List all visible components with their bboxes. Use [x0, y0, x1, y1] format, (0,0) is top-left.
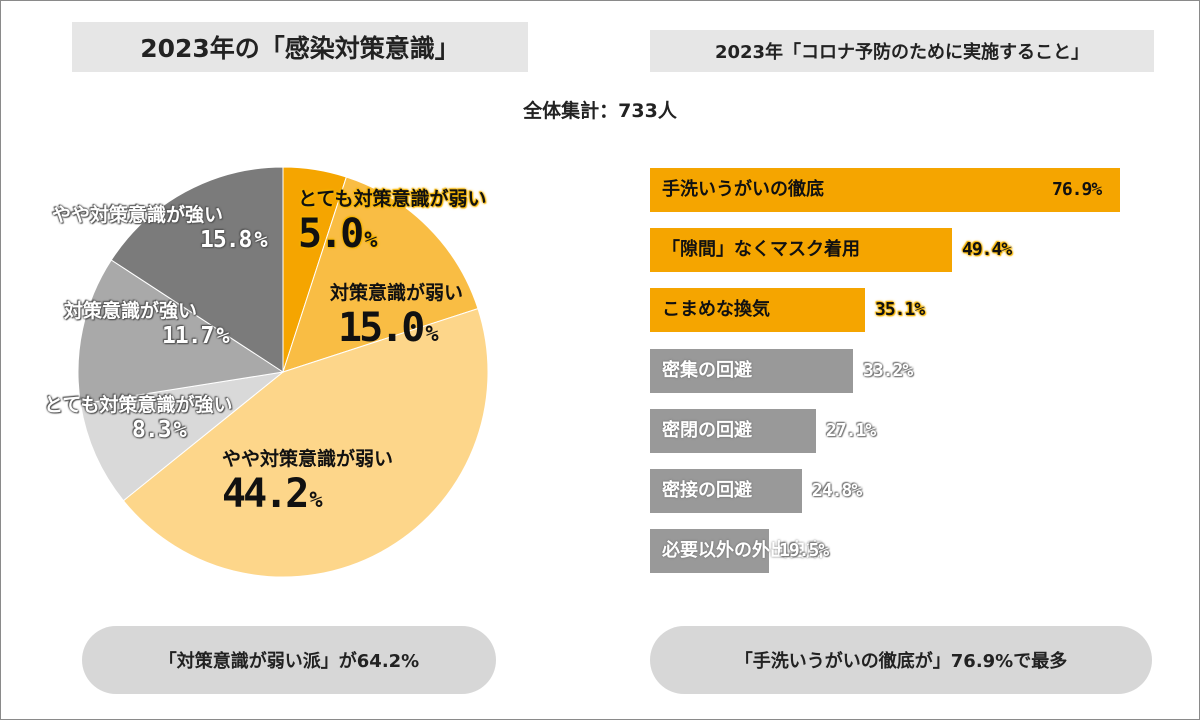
bar-1: [650, 228, 952, 272]
pie-slice-4: [77, 259, 285, 405]
pie-label-value: 5.0%: [298, 211, 378, 257]
bar-3: [650, 349, 853, 393]
bar-6: [650, 529, 769, 573]
pie-label-value: 11.7%: [162, 323, 230, 349]
bar-value-label: 24.8%: [812, 480, 862, 501]
pie-label-name: とても対策意識が強い: [44, 394, 233, 416]
pie-label-value: 15.0%: [338, 305, 439, 351]
pie-label-weak: 対策意識が弱い 15.0%: [330, 278, 463, 351]
pie-label-slightly-weak: やや対策意識が弱い 44.2%: [222, 444, 393, 517]
pie-label-name: やや対策意識が強い: [52, 204, 224, 226]
pie-label-strong: 対策意識が強い 11.7%: [64, 296, 230, 349]
pie-slice-1: [282, 176, 479, 373]
bar-category-label: 密接の回避: [662, 480, 752, 501]
bar-2: [650, 288, 865, 332]
pie-label-slightly-strong: やや対策意識が強い 15.8%: [52, 200, 268, 253]
summary-pill-right: 「手洗いうがいの徹底が」76.9%で最多: [650, 626, 1152, 694]
pie-label-name: やや対策意識が弱い: [222, 448, 394, 470]
pie-label-very-strong: とても対策意識が強い 8.3%: [44, 390, 232, 443]
pie-label-value: 44.2%: [222, 471, 323, 517]
bar-value-label: 49.4%: [962, 239, 1012, 260]
bar-value-label: 27.1%: [826, 420, 876, 441]
total-count: 全体集計：733人: [523, 100, 677, 122]
pie-label-name: 対策意識が弱い: [330, 282, 464, 304]
pie-slice-2: [122, 308, 489, 578]
bar-value-label: 35.1%: [875, 299, 925, 320]
bar-chart-title: 2023年「コロナ予防のために実施すること」: [650, 30, 1154, 72]
bar-value-label: 19.5%: [779, 540, 829, 561]
pie-label-value: 8.3%: [132, 417, 187, 443]
bar-value-label: 33.2%: [863, 360, 913, 381]
bar-category-label: 密閉の回避: [662, 420, 752, 441]
bar-category-label: こまめな換気: [662, 299, 770, 320]
bar-value-label: 76.9%: [1052, 179, 1102, 200]
bar-4: [650, 409, 816, 453]
pie-slice-5: [110, 166, 284, 373]
bar-category-label: 密集の回避: [662, 360, 752, 381]
pie-chart-title: 2023年の「感染対策意識」: [72, 22, 528, 72]
bar-0: [650, 168, 1120, 212]
bar-5: [650, 469, 802, 513]
bar-category-label: 必要以外の外出自粛: [662, 540, 824, 561]
pie-slice-3: [79, 371, 285, 502]
summary-pill-left: 「対策意識が弱い派」が64.2%: [82, 626, 496, 694]
bar-category-label: 「隙間」なくマスク着用: [662, 239, 860, 260]
pie-label-name: とても対策意識が弱い: [298, 188, 487, 210]
pie-label-value: 15.8%: [200, 227, 268, 253]
bar-category-label: 手洗いうがいの徹底: [662, 179, 824, 200]
pie-label-very-weak: とても対策意識が弱い 5.0%: [298, 184, 486, 257]
pie-label-name: 対策意識が強い: [64, 300, 198, 322]
